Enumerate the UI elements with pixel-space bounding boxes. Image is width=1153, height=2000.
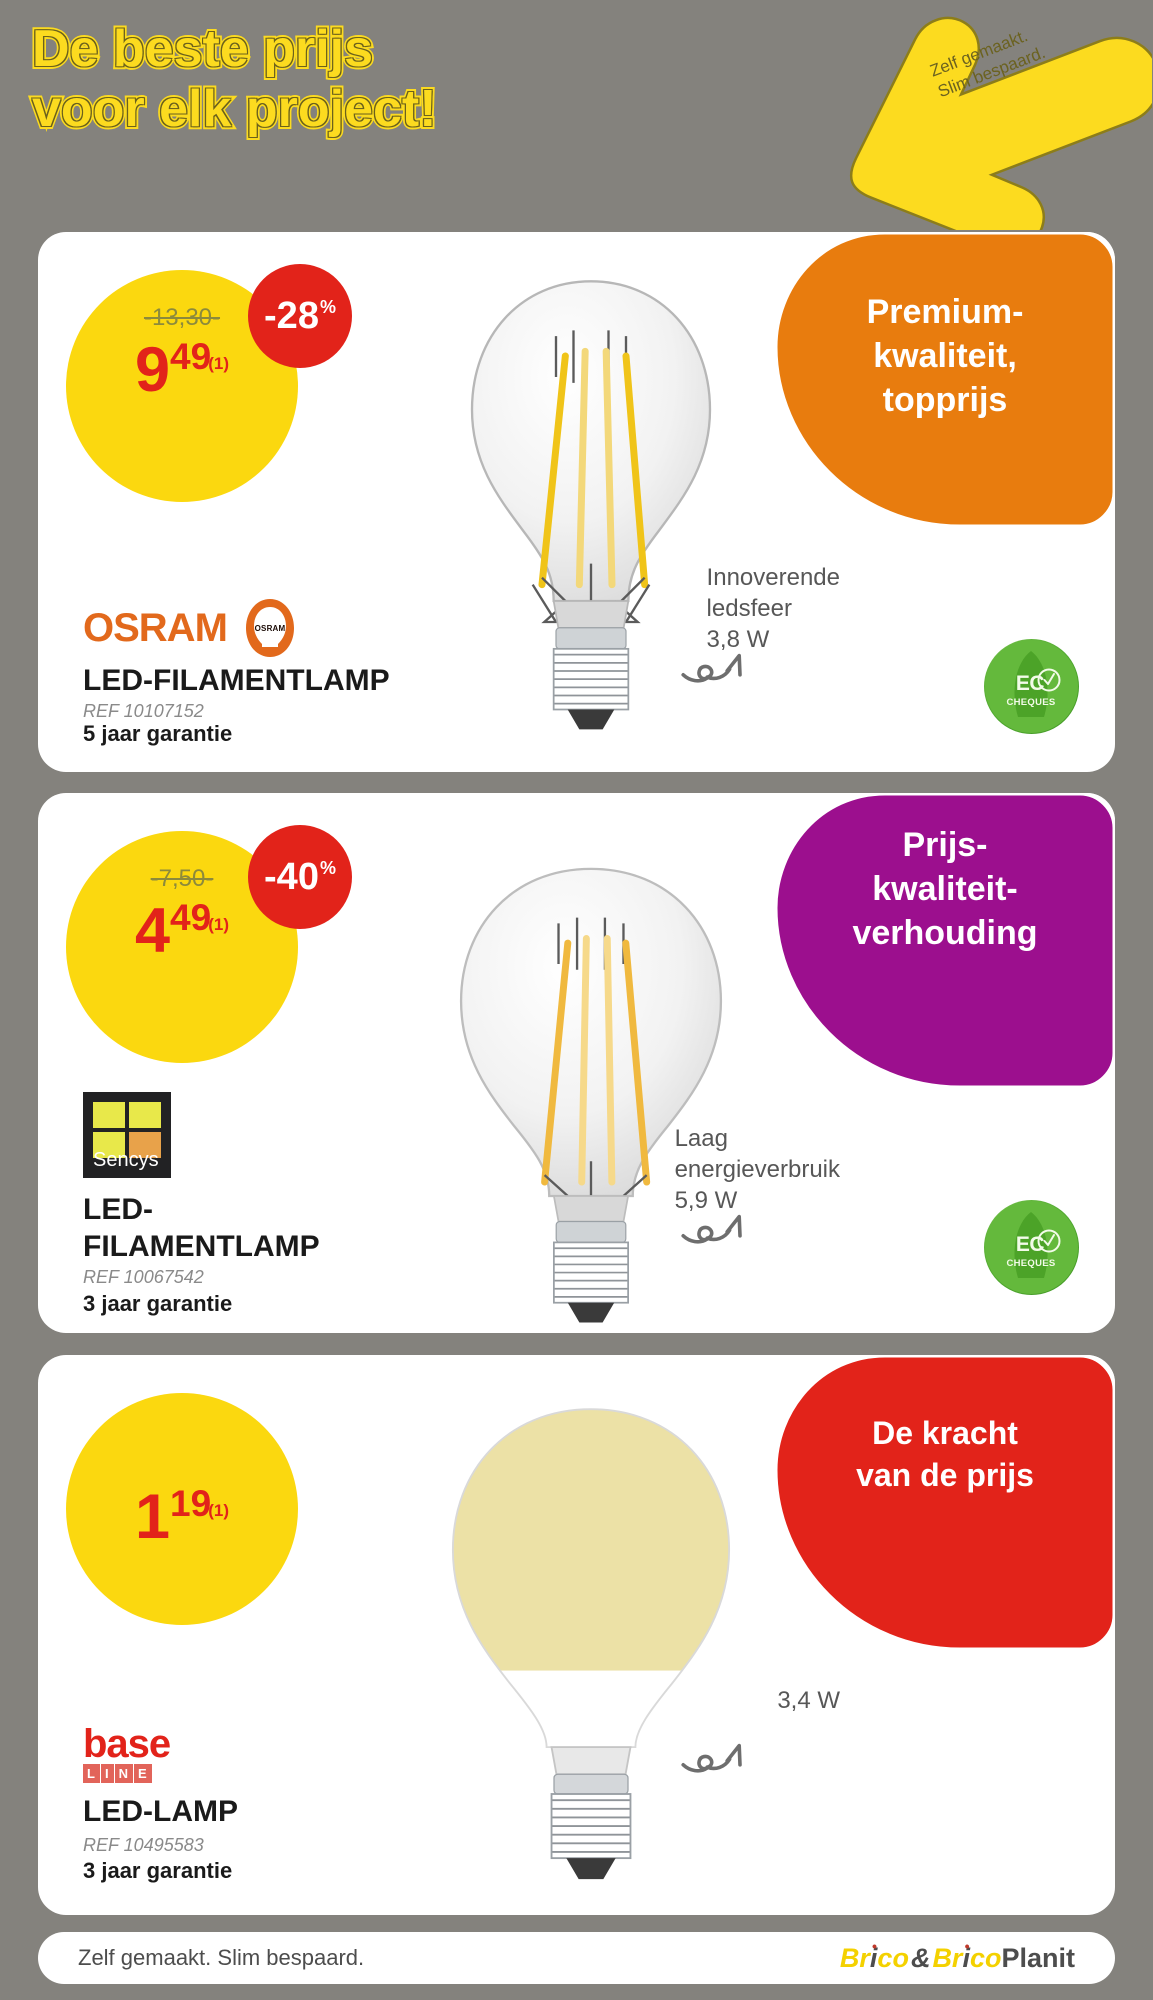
svg-text:OSRAM: OSRAM [255, 624, 286, 633]
svg-text:CHEQUES: CHEQUES [1006, 1258, 1055, 1269]
svg-text:CHEQUES: CHEQUES [1006, 697, 1055, 708]
